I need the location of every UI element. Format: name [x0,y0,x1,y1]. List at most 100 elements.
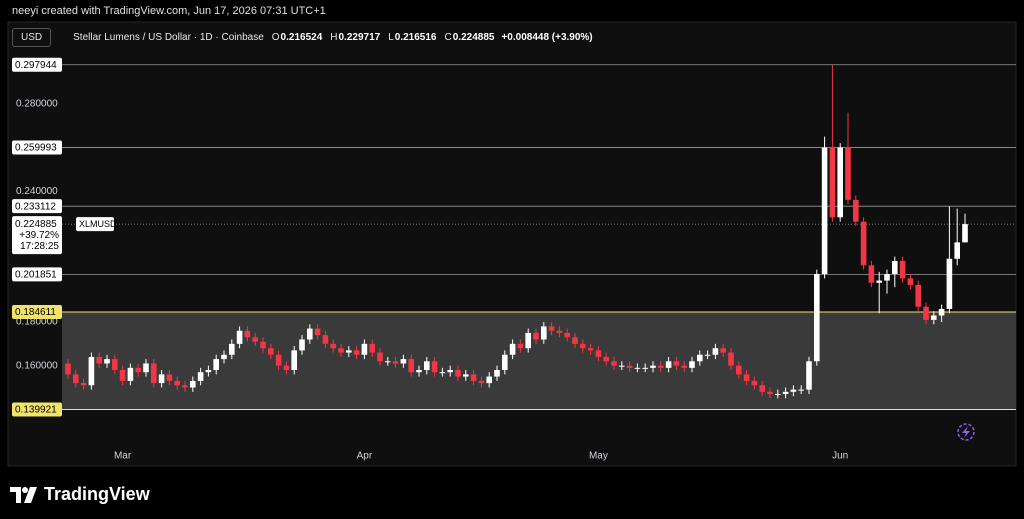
candle-body [658,365,664,368]
candle-body [736,365,742,375]
candle-body [681,365,687,368]
ohlc-value: 0.216516 [394,32,437,43]
candle-body [275,354,282,366]
candle-body [96,356,102,364]
candle-body [728,352,734,366]
candle-body [946,258,953,309]
countdown-label: 17:28:25 [20,241,59,252]
candle-body [697,354,703,362]
candle-body [80,383,87,386]
candle-body [556,330,563,333]
candle-body [65,363,71,375]
candle-body [821,147,828,275]
candle-body [377,352,383,362]
candle-body [907,278,914,285]
candle-body [229,343,235,355]
candle-body [416,370,422,373]
zone [62,311,1016,410]
candle-body [213,359,219,371]
candle-body [595,350,602,357]
candle-body [283,365,290,371]
candle-body [478,380,485,384]
candle-body [954,242,960,259]
candle-body [314,328,321,336]
candle-body [704,354,711,356]
level-label-box [12,140,62,155]
candle-body [767,391,773,395]
candle-body [119,370,126,381]
candle-body [892,260,898,275]
candle-body [814,274,820,362]
candle-body [743,374,750,381]
candle-body [439,372,446,374]
candle-body [244,330,251,338]
candle-body [868,265,875,283]
candle-body [174,380,180,386]
ohlc-key: O [271,32,280,43]
level-label-box [12,199,62,214]
candle-body [790,389,797,392]
candle-body [338,348,344,353]
candle-body [353,350,360,355]
zone-label: 0.139921 [15,405,57,416]
candle-body [392,361,399,364]
candle-body [517,343,524,349]
plot [62,64,1016,410]
candle-body [494,370,500,377]
ohlc-value: 0.224885 [452,32,495,43]
candle-body [564,332,570,338]
candle-body [268,348,274,355]
candle-body [541,326,547,340]
candle-body [876,280,882,283]
candle-body [938,308,945,316]
level-label: 0.233112 [15,201,56,212]
candle-body [400,359,407,364]
candle-body [463,374,469,377]
change: +0.008448 (+3.90%) [501,32,593,43]
candle-body [626,365,633,368]
ohlc-key: C [444,32,452,43]
y-tick-label: 0.280000 [16,99,58,110]
candle-body [470,374,477,381]
level-label-box [12,267,62,282]
header: USD Stellar Lumens / US Dollar · 1D · Co… [12,28,593,47]
candle-body [260,341,266,349]
candle-body [127,367,134,381]
candle-body [689,361,695,368]
candle-body [853,199,859,222]
x-tick-label: Apr [357,451,373,462]
candle-body [299,339,305,351]
candle-body [291,350,297,371]
candle-body [782,391,789,395]
candle-body [619,365,625,367]
candle-body [424,361,430,371]
zone-label-box [12,304,62,319]
currency-button[interactable]: USD [12,28,52,47]
candle-body [166,374,173,381]
lightning-icon [957,423,975,441]
candle-body [525,332,531,349]
y-tick-label: 0.160000 [16,360,58,371]
candle-body [431,361,438,373]
candle-body [346,350,352,353]
zone-label-box [12,402,62,417]
candle-body [650,365,656,368]
candle-body [837,147,843,218]
level-label-box [12,57,62,72]
candle-body [151,363,157,384]
candle-body [899,260,906,279]
candle-body [88,356,95,386]
candle-body [236,330,243,344]
candle-body [580,343,586,349]
candle-body [931,315,937,320]
last-price-label: 0.224885 [15,219,57,230]
candle-body [915,284,921,307]
candle-body [712,348,719,355]
candle-body [548,326,555,331]
candle-body [572,337,578,344]
ohlc-key: H [330,32,338,43]
candle-body [720,348,726,353]
candle-body [190,380,196,388]
